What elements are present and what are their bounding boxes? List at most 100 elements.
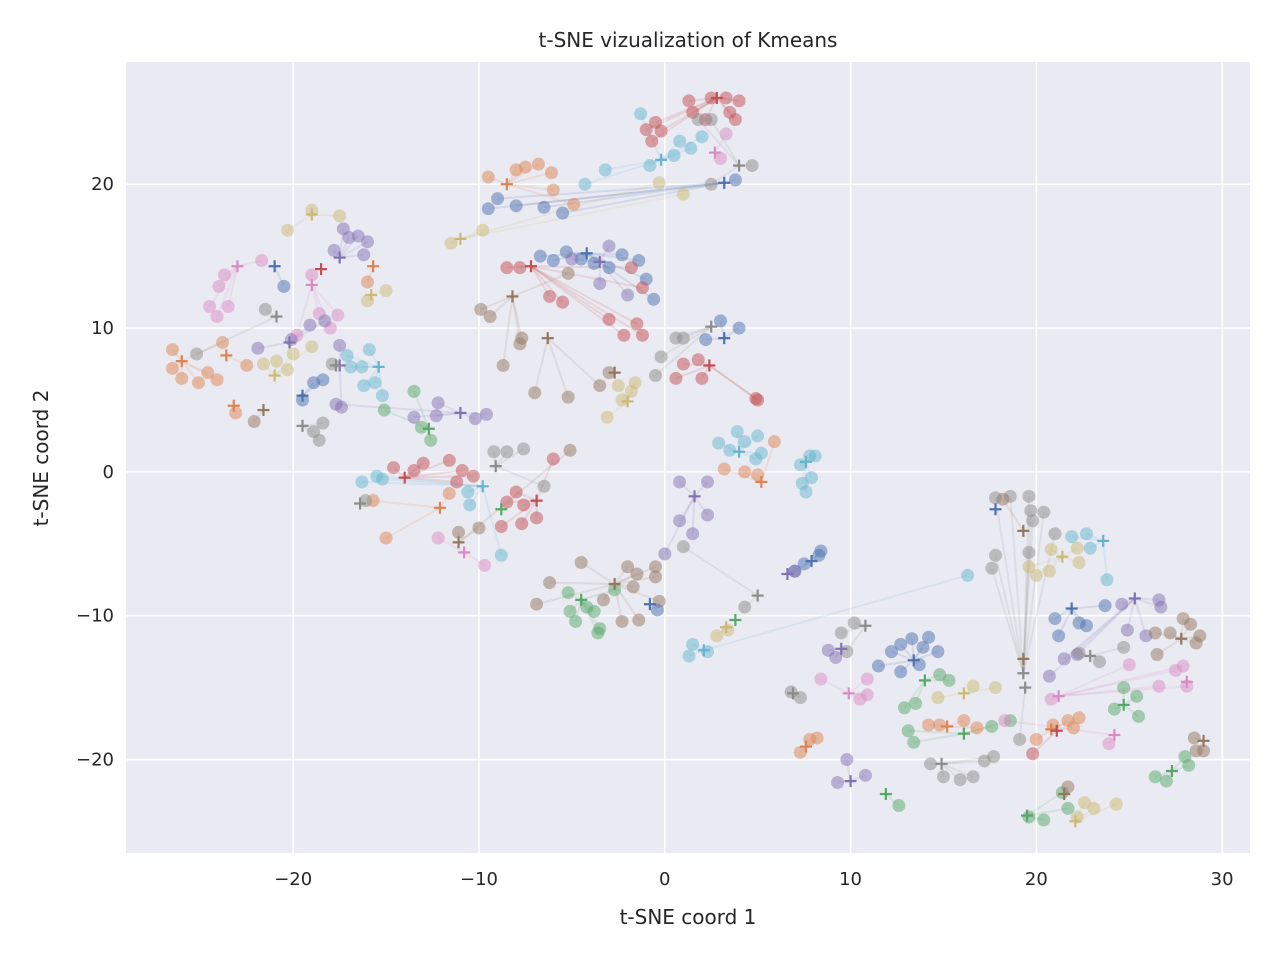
data-point xyxy=(546,183,560,197)
data-point xyxy=(1048,527,1062,541)
x-tick-label: −20 xyxy=(274,869,312,890)
centroid-marker xyxy=(621,395,634,408)
data-point xyxy=(331,308,345,322)
cluster-link xyxy=(1018,687,1027,740)
centroid-marker xyxy=(541,332,554,345)
data-point xyxy=(407,384,421,398)
centroid-marker xyxy=(733,159,746,172)
data-point xyxy=(375,389,389,403)
data-point xyxy=(650,603,664,617)
centroid-marker xyxy=(608,578,621,591)
data-point xyxy=(251,341,265,355)
cluster-link xyxy=(536,583,615,606)
cluster-link xyxy=(530,265,643,289)
y-tick-label: −10 xyxy=(76,606,114,627)
data-point xyxy=(686,527,700,541)
data-point xyxy=(988,681,1002,695)
data-point xyxy=(452,525,466,539)
centroid-marker xyxy=(718,176,731,189)
data-point xyxy=(377,403,391,417)
chart-title: t-SNE vizualization of Kmeans xyxy=(539,28,838,52)
centroid-marker xyxy=(1058,788,1071,801)
data-point xyxy=(691,113,705,127)
centroid-marker xyxy=(367,260,380,273)
data-point xyxy=(450,475,464,489)
data-point xyxy=(515,517,529,531)
centroid-marker xyxy=(799,455,812,468)
data-point xyxy=(357,379,371,393)
data-point xyxy=(229,406,243,420)
centroid-marker xyxy=(1097,534,1110,547)
data-point xyxy=(344,360,358,374)
data-point xyxy=(684,141,698,155)
x-tick-label: −10 xyxy=(460,869,498,890)
data-point xyxy=(695,371,709,385)
centroid-marker xyxy=(1056,550,1069,563)
y-tick-label: 20 xyxy=(91,174,114,195)
y-tick-labels: −20 −10 0 10 20 xyxy=(76,174,114,770)
data-point xyxy=(987,750,1001,764)
data-point xyxy=(907,735,921,749)
centroid-marker xyxy=(500,178,513,191)
data-point xyxy=(201,366,215,380)
data-point xyxy=(704,177,718,191)
data-point xyxy=(834,626,848,640)
cluster-link xyxy=(990,567,1025,674)
data-point xyxy=(1061,801,1075,815)
data-point xyxy=(894,637,908,651)
data-point xyxy=(647,292,661,306)
data-point xyxy=(1026,514,1040,528)
centroid-marker xyxy=(729,614,742,627)
data-point xyxy=(600,410,614,424)
data-point xyxy=(936,770,950,784)
data-point xyxy=(567,197,581,211)
data-point xyxy=(970,721,984,735)
centroid-marker xyxy=(786,687,799,700)
data-point xyxy=(602,312,616,326)
data-point xyxy=(1182,758,1196,772)
data-point xyxy=(808,449,822,463)
centroid-marker xyxy=(1175,632,1188,645)
data-point xyxy=(1148,770,1162,784)
data-point xyxy=(1072,711,1086,725)
data-point xyxy=(738,600,752,614)
data-point xyxy=(916,640,930,654)
data-point xyxy=(682,649,696,663)
centroid-marker xyxy=(751,589,764,602)
data-point xyxy=(574,555,588,569)
data-point xyxy=(305,268,319,282)
centroid-marker xyxy=(718,332,731,345)
data-point xyxy=(318,314,332,328)
centroid-marker xyxy=(703,359,716,372)
data-point xyxy=(1072,555,1086,569)
data-point xyxy=(1042,564,1056,578)
data-point xyxy=(1080,527,1094,541)
x-tick-label: 0 xyxy=(659,869,670,890)
data-point xyxy=(654,124,668,138)
data-point xyxy=(892,799,906,813)
data-point xyxy=(1037,505,1051,519)
data-point xyxy=(721,623,735,637)
centroid-marker xyxy=(268,260,281,273)
data-point xyxy=(517,442,531,456)
data-point xyxy=(894,665,908,679)
data-point xyxy=(375,472,389,486)
data-point xyxy=(799,485,813,499)
centroid-marker xyxy=(333,251,346,264)
data-point xyxy=(1057,652,1071,666)
data-point xyxy=(1122,658,1136,672)
data-point xyxy=(530,597,544,611)
cluster-link xyxy=(535,458,555,502)
data-point xyxy=(1120,623,1134,637)
data-point xyxy=(546,253,560,267)
data-point xyxy=(860,672,874,686)
cluster-link xyxy=(1058,665,1184,698)
data-point xyxy=(626,580,640,594)
data-point xyxy=(407,410,421,424)
centroid-marker xyxy=(1017,652,1030,665)
centroid-marker xyxy=(315,263,328,276)
cluster-link xyxy=(941,759,985,765)
data-point xyxy=(784,685,798,699)
data-point xyxy=(494,548,508,562)
data-point xyxy=(1048,612,1062,626)
